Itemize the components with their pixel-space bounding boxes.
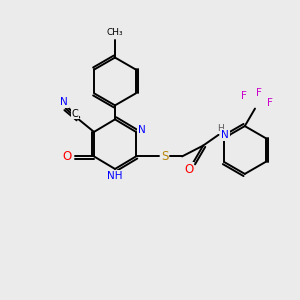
Text: O: O: [184, 163, 193, 176]
Text: S: S: [161, 150, 168, 163]
Text: F: F: [241, 91, 247, 101]
Text: F: F: [267, 98, 272, 108]
Text: N: N: [60, 97, 68, 107]
Text: C: C: [72, 109, 78, 118]
Text: NH: NH: [107, 171, 123, 181]
Text: O: O: [62, 150, 72, 163]
Text: N: N: [138, 125, 146, 136]
Text: H: H: [217, 124, 224, 134]
Text: F: F: [256, 88, 261, 98]
Text: CH₃: CH₃: [107, 28, 123, 37]
Text: N: N: [221, 130, 229, 140]
